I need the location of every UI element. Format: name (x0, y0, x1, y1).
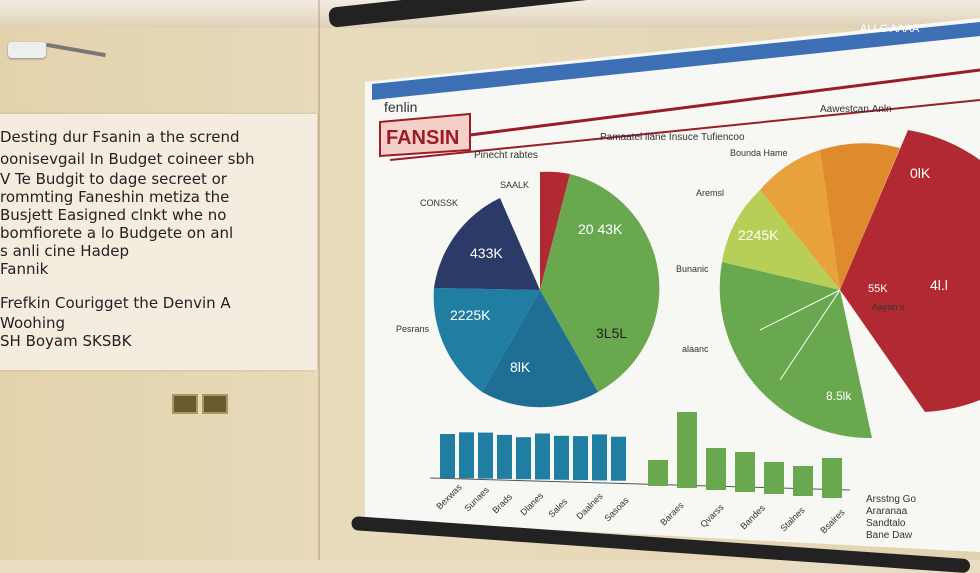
bar (611, 436, 626, 481)
board-line: Fannik (0, 260, 49, 278)
pie-slice (540, 174, 660, 392)
logo-box (379, 112, 471, 158)
pie-slice (719, 262, 872, 439)
whiteboard: Desting dur Fsanin a the scrend oonisevg… (0, 114, 317, 370)
wall-corner (318, 0, 320, 560)
legend-line: Arsstng Go (866, 494, 916, 505)
board-line: oonisevgail In Budget coineer sbh (0, 150, 255, 168)
pie-slice (482, 290, 598, 408)
side-label: Bunanic (676, 264, 709, 274)
pie-slice (540, 171, 570, 290)
pie-label: 8lK (510, 359, 531, 375)
pie-label: 20 43K (578, 221, 623, 237)
pie-slice (760, 150, 840, 290)
screen-sub-left: Pinecht rabtes (474, 150, 538, 161)
side-label: Aayan s (872, 302, 905, 312)
pie-label: 4l.l (930, 277, 948, 293)
screen-logo: FANSIN (386, 127, 459, 149)
board-line: V Te Budgit to dage secreet or (0, 170, 227, 188)
board-line: Frefkin Courigget the Denvin A (0, 294, 231, 312)
legend-line: Araranaa (866, 506, 908, 517)
side-label: alaanc (682, 344, 709, 354)
pie-label: 2225K (450, 307, 491, 323)
bar-series-blue (440, 432, 626, 481)
side-label: Bounda Hame (730, 148, 788, 158)
legend-line: Sandtalo (866, 518, 906, 529)
bar (648, 460, 668, 486)
pie-divider (779, 289, 841, 381)
screen-header-text: ALLC AAAA (860, 23, 920, 35)
board-line: rommting Faneshin metiza the (0, 188, 230, 206)
bar (535, 433, 550, 480)
pie-slice (820, 143, 900, 290)
screen-sub-mid: Pamaatel ilane Insuce Tufiencoo (600, 132, 745, 143)
board-line: Desting dur Fsanin a the scrend (0, 128, 240, 146)
pie-label: 55K (868, 283, 888, 295)
board-line: Busjett Easigned clnkt whe no (0, 206, 227, 224)
light-switch (172, 394, 198, 414)
bar (677, 412, 697, 488)
legend-line: Bane Daw (866, 530, 913, 541)
pie-label: 433K (470, 245, 503, 261)
light-switch (202, 394, 228, 414)
screen-header-bar (372, 22, 980, 100)
board-line: Woohing (0, 314, 66, 332)
bar (735, 452, 755, 492)
header-rule (389, 99, 980, 161)
pie-label: 8.5lk (826, 389, 852, 403)
pie-slice (722, 190, 840, 290)
pie-label: 2245K (738, 227, 779, 243)
bar (459, 432, 474, 479)
title-underline (469, 68, 980, 137)
bar-series-green (648, 412, 842, 498)
board-line: SH Boyam SKSBK (0, 332, 132, 350)
bar (822, 458, 842, 498)
bar (516, 437, 531, 480)
right-pie-chart: 2245K 0lK 55K 4l.l 8.5lk (719, 130, 980, 439)
pie-slice (433, 288, 540, 392)
side-label: CONSSK (420, 198, 458, 208)
side-labels: SAALK CONSSK Pesrans Bunanic Aremsl alaa… (396, 148, 905, 354)
bar (764, 462, 784, 494)
board-line: s anli cine Hadep (0, 242, 130, 260)
pie-divider (759, 289, 841, 331)
security-camera-icon (8, 42, 46, 58)
pie-slice (434, 198, 540, 290)
side-label: SAALK (500, 180, 529, 190)
pie-slice (840, 130, 980, 412)
bar (573, 436, 588, 481)
screen-sub-right: Aawestcan.Anln (820, 104, 892, 115)
bar (497, 434, 512, 479)
pie-label: 0lK (910, 165, 931, 181)
pie-label: 3L5L (596, 325, 627, 341)
bar (478, 432, 493, 479)
bar (592, 434, 607, 481)
projection-screen: fenlin FANSIN ALLC AAAA Pinecht rabtes P… (365, 18, 980, 552)
left-pie-chart: 433K 2225K 8lK 20 43K 3L5L (433, 171, 660, 408)
bar (554, 435, 569, 480)
bar (793, 466, 813, 496)
bar (706, 448, 726, 490)
side-label: Pesrans (396, 324, 430, 334)
bar (440, 434, 455, 478)
side-label: Aremsl (696, 188, 724, 198)
legend-text: Arsstng Go Araranaa Sandtalo Bane Daw (866, 494, 916, 541)
screen-logo-small: fenlin (384, 99, 417, 115)
board-line: bomfiorete a lo Budgete on anl (0, 224, 234, 242)
